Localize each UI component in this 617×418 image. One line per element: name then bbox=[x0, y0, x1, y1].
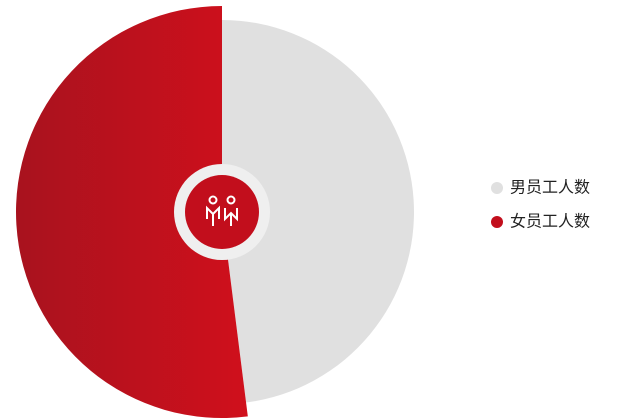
pie bbox=[16, 6, 415, 418]
legend-swatch bbox=[491, 216, 503, 228]
people-icon bbox=[206, 195, 238, 226]
legend-label: 女员工人数 bbox=[510, 212, 590, 231]
pie-slice bbox=[16, 6, 248, 418]
center-badge bbox=[185, 175, 259, 249]
legend-label: 男员工人数 bbox=[510, 178, 590, 197]
pie-slice bbox=[222, 20, 415, 403]
legend-swatch bbox=[491, 182, 503, 194]
